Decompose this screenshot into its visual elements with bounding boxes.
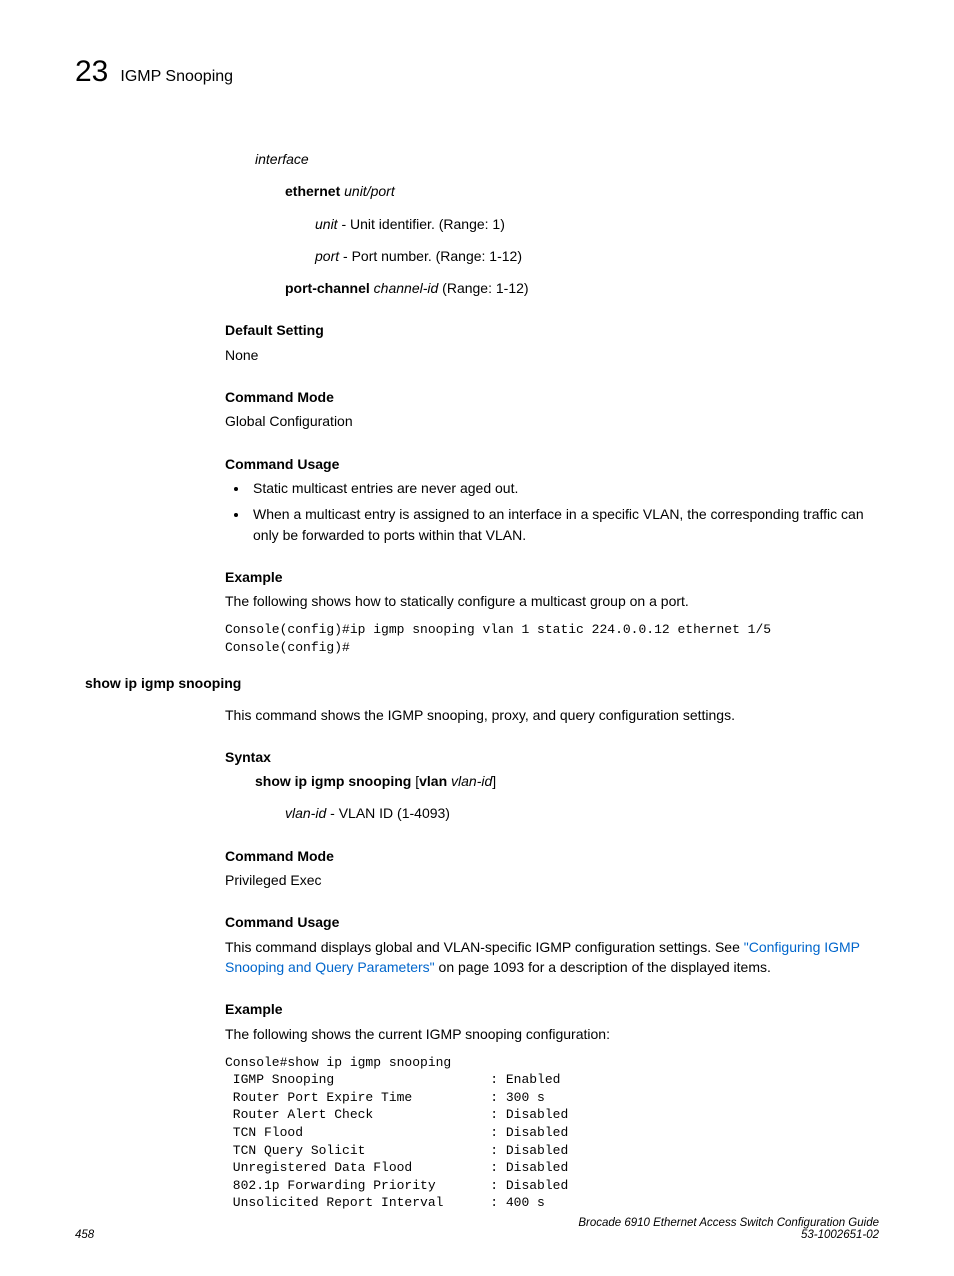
command-mode-body-2: Privileged Exec — [225, 870, 879, 890]
bullet-item: Static multicast entries are never aged … — [249, 478, 879, 498]
page-header: 23 IGMP Snooping — [75, 55, 879, 89]
portchannel-desc: (Range: 1-12) — [438, 280, 528, 296]
header-title: IGMP Snooping — [120, 68, 233, 86]
default-setting-body: None — [225, 345, 879, 365]
command-title: show ip igmp snooping — [85, 675, 879, 691]
command-usage-body-2: This command displays global and VLAN-sp… — [225, 937, 879, 978]
command-mode-heading-2: Command Mode — [225, 846, 879, 866]
command-usage-heading-2: Command Usage — [225, 912, 879, 932]
unit-desc: - Unit identifier. (Range: 1) — [338, 216, 505, 232]
command-content: This command shows the IGMP snooping, pr… — [225, 705, 879, 1212]
page: 23 IGMP Snooping interface ethernet unit… — [0, 0, 954, 1276]
command-mode-heading: Command Mode — [225, 387, 879, 407]
ethernet-args: unit/port — [340, 183, 394, 199]
usage-bullets: Static multicast entries are never aged … — [225, 478, 879, 545]
vlanid-desc: - VLAN ID (1-4093) — [326, 805, 450, 821]
default-setting-heading: Default Setting — [225, 320, 879, 340]
usage-text-post: on page 1093 for a description of the di… — [435, 959, 771, 975]
param-interface: interface — [255, 149, 879, 169]
example-code: Console(config)#ip igmp snooping vlan 1 … — [225, 621, 879, 656]
example-heading: Example — [225, 567, 879, 587]
chapter-number: 23 — [75, 55, 108, 89]
param-port: port - Port number. (Range: 1-12) — [315, 246, 879, 266]
main-content: interface ethernet unit/port unit - Unit… — [225, 149, 879, 657]
ethernet-keyword: ethernet — [285, 183, 340, 199]
usage-text-pre: This command displays global and VLAN-sp… — [225, 939, 744, 955]
portchannel-keyword: port-channel — [285, 280, 370, 296]
page-footer: 458 Brocade 6910 Ethernet Access Switch … — [75, 1217, 879, 1241]
vlanid-keyword: vlan-id — [285, 805, 326, 821]
syntax-vlan: vlan — [419, 773, 447, 789]
example-body-2: The following shows the current IGMP sno… — [225, 1024, 879, 1044]
syntax-cmd: show ip igmp snooping — [255, 773, 415, 789]
unit-keyword: unit — [315, 216, 338, 232]
param-unit: unit - Unit identifier. (Range: 1) — [315, 214, 879, 234]
footer-right: Brocade 6910 Ethernet Access Switch Conf… — [578, 1217, 879, 1241]
syntax-bracket-close: ] — [492, 773, 496, 789]
portchannel-arg: channel-id — [370, 280, 439, 296]
bullet-item: When a multicast entry is assigned to an… — [249, 504, 879, 545]
port-desc: - Port number. (Range: 1-12) — [339, 248, 522, 264]
param-ethernet: ethernet unit/port — [285, 181, 879, 201]
syntax-vlanid: vlan-id — [447, 773, 492, 789]
command-mode-body: Global Configuration — [225, 411, 879, 431]
example-code-2: Console#show ip igmp snooping IGMP Snoop… — [225, 1054, 879, 1212]
syntax-line: show ip igmp snooping [vlan vlan-id] — [255, 771, 879, 791]
command-usage-heading: Command Usage — [225, 454, 879, 474]
port-keyword: port — [315, 248, 339, 264]
doc-title: Brocade 6910 Ethernet Access Switch Conf… — [578, 1217, 879, 1229]
example-body: The following shows how to statically co… — [225, 591, 879, 611]
vlanid-param: vlan-id - VLAN ID (1-4093) — [285, 803, 879, 823]
command-intro: This command shows the IGMP snooping, pr… — [225, 705, 879, 725]
example-heading-2: Example — [225, 999, 879, 1019]
param-portchannel: port-channel channel-id (Range: 1-12) — [285, 278, 879, 298]
syntax-heading: Syntax — [225, 747, 879, 767]
